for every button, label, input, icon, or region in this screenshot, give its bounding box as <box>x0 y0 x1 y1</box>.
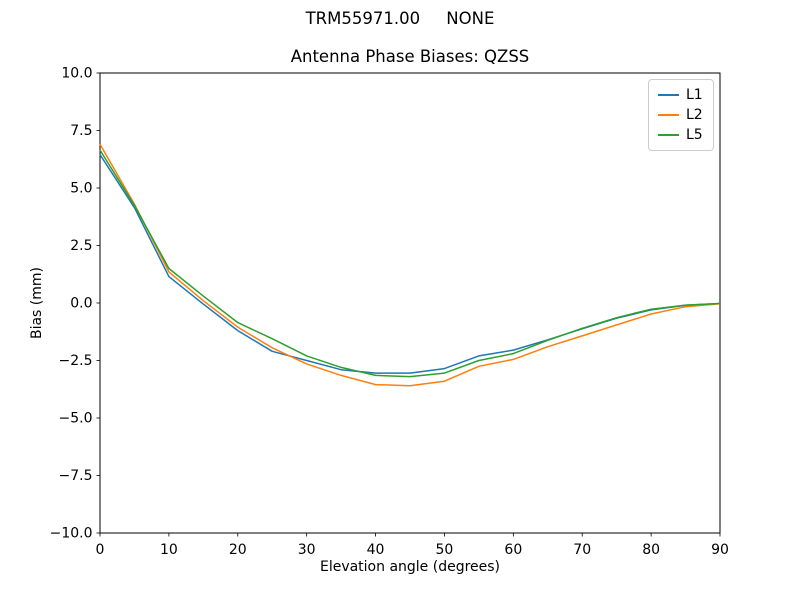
legend-line-swatch-L5 <box>658 134 679 136</box>
legend-item-L1: L1 <box>658 85 706 105</box>
legend-line-swatch-L2 <box>658 114 679 116</box>
x-axis-tick-label: 50 <box>436 542 454 558</box>
plot-frame <box>99 72 721 534</box>
legend-item-L2: L2 <box>658 105 706 125</box>
x-axis-tick-label: 60 <box>504 542 522 558</box>
y-axis-tick-label: 7.5 <box>70 123 92 139</box>
series-line-L1 <box>99 154 721 374</box>
axes-title: Antenna Phase Biases: QZSS <box>290 47 530 66</box>
x-axis-tick-label: 10 <box>160 542 178 558</box>
legend-line-swatch-L1 <box>658 94 679 96</box>
legend-label-L1: L1 <box>686 87 703 103</box>
x-axis-tick-label: 40 <box>367 542 385 558</box>
x-axis-tick-label: 80 <box>642 542 660 558</box>
x-axis-tick-label: 20 <box>229 542 247 558</box>
y-axis-tick-label: 10.0 <box>61 66 92 82</box>
x-axis-tick-label: 90 <box>711 542 729 558</box>
x-axis-label: Elevation angle (degrees) <box>319 559 501 575</box>
y-axis-tick-label: −2.5 <box>59 353 93 369</box>
legend-label-L2: L2 <box>686 107 703 123</box>
y-axis-tick-label: 0.0 <box>70 296 92 312</box>
legend: L1 L2 L5 <box>648 79 714 151</box>
series-line-L5 <box>99 149 721 378</box>
y-axis-tick-label: −7.5 <box>59 468 93 484</box>
x-axis-tick-label: 30 <box>298 542 316 558</box>
series-line-L2 <box>99 143 721 387</box>
x-axis-tick-label: 70 <box>573 542 591 558</box>
legend-item-L5: L5 <box>658 125 706 145</box>
y-axis-tick-label: −5.0 <box>59 411 93 427</box>
y-axis-tick-label: 2.5 <box>70 238 92 254</box>
figure-title: TRM55971.00 NONE <box>305 9 495 28</box>
y-axis-tick-label: 5.0 <box>70 181 92 197</box>
y-axis-label: Bias (mm) <box>29 266 45 340</box>
y-axis-tick-label: −10.0 <box>50 526 93 542</box>
legend-label-L5: L5 <box>686 127 703 143</box>
x-axis-tick-label: 0 <box>96 542 105 558</box>
